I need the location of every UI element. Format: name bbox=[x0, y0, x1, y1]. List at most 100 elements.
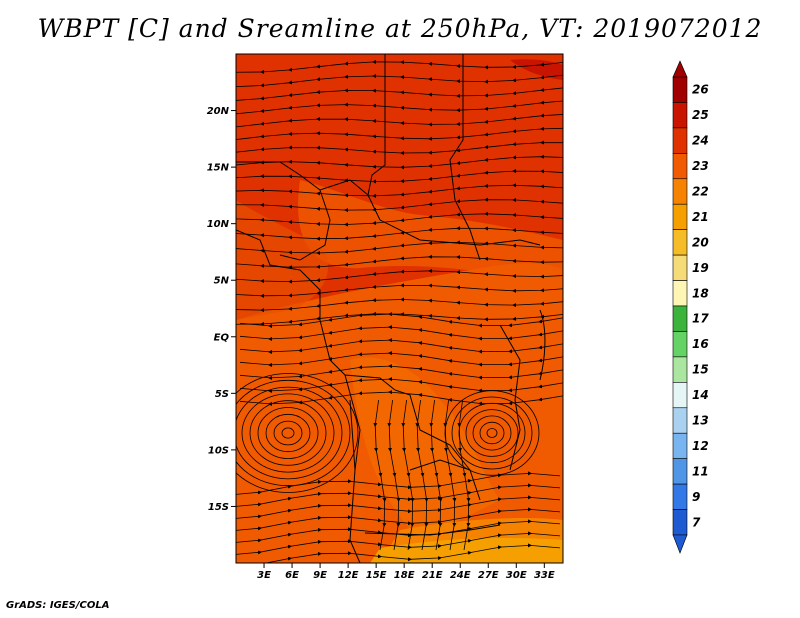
colorbar-swatch bbox=[672, 509, 688, 536]
streamline bbox=[257, 407, 319, 459]
streamline bbox=[236, 126, 563, 141]
lon-tick-label: 9E bbox=[313, 570, 327, 581]
streamline bbox=[236, 297, 563, 313]
colorbar-label: 24 bbox=[692, 134, 709, 148]
lon-tick-label: 6E bbox=[285, 570, 299, 581]
colorbar-label: 12 bbox=[692, 439, 709, 453]
streamline bbox=[239, 325, 563, 341]
lat-tick-label: 10S bbox=[208, 445, 229, 456]
page-title: WBPT [C] and Sreamline at 250hPa, VT: 20… bbox=[37, 14, 763, 43]
lon-tick-label: 12E bbox=[338, 570, 359, 581]
colorbar-swatch bbox=[672, 407, 688, 434]
streamline bbox=[236, 140, 563, 156]
lon-tick-label: 24E bbox=[450, 570, 471, 581]
colorbar-swatch bbox=[672, 331, 688, 358]
longitude-axis: 3E 6E 9E 12E 15E 18E 21E 24E 27E 30E 33E bbox=[257, 563, 555, 581]
streamline bbox=[249, 400, 327, 466]
colorbar-bottom-arrow bbox=[672, 534, 688, 554]
colorbar-swatch bbox=[672, 280, 688, 307]
colorbar-swatch bbox=[672, 356, 688, 383]
streamline bbox=[236, 113, 563, 128]
streamline bbox=[479, 421, 505, 445]
streamline bbox=[415, 399, 429, 551]
colorbar-label: 14 bbox=[692, 388, 709, 402]
streamline bbox=[236, 226, 563, 241]
streamline bbox=[486, 428, 498, 438]
colorbar-label: 18 bbox=[692, 286, 709, 300]
colorbar-swatch bbox=[672, 305, 688, 332]
colorbar-label: 15 bbox=[692, 363, 709, 377]
streamline bbox=[236, 59, 563, 74]
streamline bbox=[236, 268, 563, 284]
lon-tick-label: 15E bbox=[366, 570, 387, 581]
streamline bbox=[236, 211, 563, 227]
lon-tick-label: 30E bbox=[506, 570, 527, 581]
lon-tick-label: 3E bbox=[257, 570, 271, 581]
country-borders bbox=[236, 54, 546, 563]
streamline bbox=[236, 154, 563, 170]
colorbar-swatch bbox=[672, 483, 688, 510]
streamline bbox=[387, 399, 401, 551]
lat-tick-label: 15N bbox=[207, 163, 230, 174]
lon-tick-label: 18E bbox=[394, 570, 415, 581]
streamline bbox=[236, 74, 563, 88]
credit-text: GrADS: IGES/COLA bbox=[6, 600, 110, 611]
colorbar-swatch bbox=[672, 102, 688, 129]
streamline bbox=[457, 399, 471, 551]
colorbar-label: 17 bbox=[692, 312, 709, 326]
streamline bbox=[472, 415, 512, 451]
streamline bbox=[373, 399, 387, 551]
colorbar-swatch bbox=[672, 382, 688, 409]
colorbar-label: 20 bbox=[692, 235, 709, 249]
streamline bbox=[236, 254, 563, 270]
streamline bbox=[257, 543, 561, 563]
lon-tick-label: 33E bbox=[534, 570, 555, 581]
colorbar-label: 22 bbox=[692, 185, 709, 199]
colorbar-swatch bbox=[672, 229, 688, 256]
lon-tick-label: 21E bbox=[422, 570, 443, 581]
colorbar: 26 25 24 23 22 21 20 19 18 17 16 15 14 13 12 11 9 7 bbox=[672, 60, 709, 554]
streamline bbox=[236, 169, 563, 184]
streamline bbox=[236, 183, 563, 198]
colorbar-swatch bbox=[672, 203, 688, 230]
streamline bbox=[265, 413, 311, 453]
streamline bbox=[239, 377, 563, 393]
colorbar-label: 26 bbox=[692, 83, 709, 97]
streamline bbox=[273, 420, 303, 446]
colorbar-label: 25 bbox=[692, 108, 709, 122]
latitude-axis: 20N 15N 10N 5N EQ 5S 10S 15S bbox=[207, 106, 236, 513]
streamline bbox=[239, 351, 563, 367]
colorbar-swatch bbox=[672, 432, 688, 459]
lat-tick-label: 10N bbox=[207, 219, 230, 230]
streamline bbox=[443, 399, 457, 551]
colorbar-swatch bbox=[672, 178, 688, 205]
streamline bbox=[236, 197, 563, 213]
lat-tick-label: 15S bbox=[208, 502, 229, 513]
streamline bbox=[239, 364, 563, 380]
streamline bbox=[429, 399, 443, 551]
colorbar-swatch bbox=[672, 127, 688, 154]
streamline bbox=[401, 399, 415, 551]
colorbar-top-arrow bbox=[672, 60, 688, 78]
colorbar-swatch bbox=[672, 76, 688, 103]
streamline bbox=[239, 312, 563, 328]
streamline bbox=[241, 393, 335, 473]
colorbar-swatch bbox=[672, 254, 688, 281]
colorbar-swatch bbox=[672, 153, 688, 180]
colorbar-label: 19 bbox=[692, 261, 709, 275]
colorbar-swatch bbox=[672, 458, 688, 485]
colorbar-label: 7 bbox=[692, 515, 701, 529]
colorbar-label: 16 bbox=[692, 337, 709, 351]
colorbar-label: 11 bbox=[692, 464, 709, 478]
colorbar-label: 9 bbox=[692, 490, 700, 504]
streamline bbox=[236, 100, 563, 115]
streamlines bbox=[236, 59, 563, 563]
colorbar-label: 13 bbox=[692, 414, 709, 428]
lat-tick-label: EQ bbox=[214, 332, 230, 343]
map-border bbox=[235, 53, 564, 564]
streamline bbox=[236, 240, 563, 255]
lat-tick-label: 5S bbox=[215, 389, 229, 400]
streamline bbox=[281, 427, 295, 439]
lon-tick-label: 27E bbox=[478, 570, 499, 581]
